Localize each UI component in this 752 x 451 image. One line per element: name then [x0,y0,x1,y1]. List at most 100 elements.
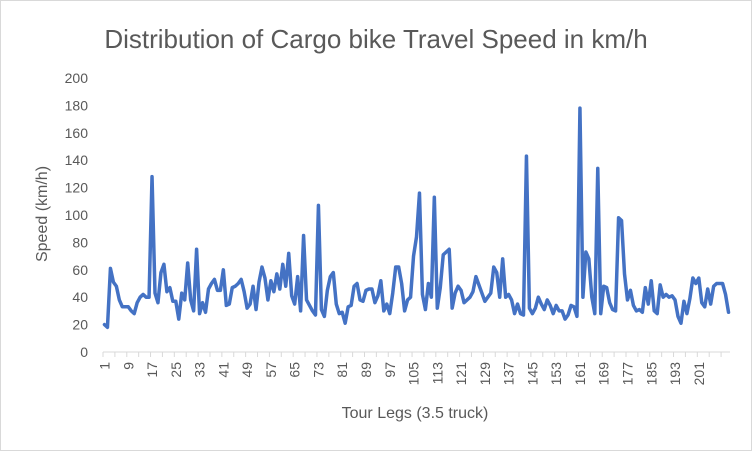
data-point [650,280,652,282]
data-point [522,314,524,316]
data-point [383,310,385,312]
data-point [243,291,245,293]
data-point [558,310,560,312]
data-point [442,254,444,256]
data-point [297,276,299,278]
x-tick-label: 177 [619,362,635,386]
data-point [448,248,450,250]
data-point [154,292,156,294]
data-point [193,310,195,312]
data-point [246,307,248,309]
data-point [267,299,269,301]
data-point [332,272,334,274]
data-point [695,283,697,285]
data-point [439,287,441,289]
data-point [612,309,614,311]
data-point [222,269,224,271]
data-point [285,285,287,287]
data-point [594,313,596,315]
data-point [427,283,429,285]
x-tick-label: 89 [358,362,374,378]
data-point [454,292,456,294]
data-point [567,314,569,316]
data-point [356,283,358,285]
data-point [389,313,391,315]
data-point [380,280,382,282]
data-point [517,303,519,305]
data-point [326,289,328,291]
data-point [445,251,447,253]
x-tick-label: 1 [96,362,112,370]
data-point [219,289,221,291]
data-point [160,272,162,274]
data-point [683,300,685,302]
data-point [677,315,679,317]
y-tick-label: 180 [65,97,89,113]
data-point [552,313,554,315]
data-point [531,313,533,315]
x-tick-label: 17 [144,362,160,378]
data-point [148,296,150,298]
data-point [106,326,108,328]
y-tick-label: 100 [65,207,89,223]
data-point [240,278,242,280]
data-point [374,302,376,304]
data-point [377,295,379,297]
data-point [279,288,281,290]
data-point [294,303,296,305]
x-tick-label: 161 [572,362,588,386]
y-tick-label: 160 [65,125,89,141]
data-point [457,285,459,287]
data-point [475,276,477,278]
data-point [629,289,631,291]
data-point [460,289,462,291]
data-point [196,248,198,250]
data-point [234,285,236,287]
data-point [540,303,542,305]
data-point [181,292,183,294]
chart-title: Distribution of Cargo bike Travel Speed … [104,24,647,54]
data-point [166,291,168,293]
data-point [136,302,138,304]
x-tick-label: 169 [596,362,612,386]
data-point [621,219,623,221]
data-point [202,302,204,304]
data-point [582,296,584,298]
data-point [713,285,715,287]
data-point [344,322,346,324]
data-point [368,288,370,290]
data-point [303,235,305,237]
data-point [309,304,311,306]
data-point [484,300,486,302]
data-point [433,196,435,198]
data-point [207,288,209,290]
data-point [329,276,331,278]
data-point [252,285,254,287]
y-tick-label: 120 [65,180,89,196]
data-point [430,296,432,298]
data-point [618,217,620,219]
x-tick-label: 81 [334,362,350,378]
data-point [653,310,655,312]
data-point [130,310,132,312]
data-point [668,296,670,298]
data-point [145,296,147,298]
data-point [472,291,474,293]
data-point [225,304,227,306]
data-point [635,310,637,312]
data-point [674,299,676,301]
data-point [306,299,308,301]
data-point [273,291,275,293]
data-point [606,287,608,289]
x-tick-label: 49 [239,362,255,378]
x-tick-label: 65 [287,362,303,378]
data-point [508,293,510,295]
data-point [591,296,593,298]
data-point [686,313,688,315]
y-axis-ticks: 0 20 40 60 80 100 120 140 160 180 200 [65,70,89,360]
data-point [350,304,352,306]
data-point [659,284,661,286]
data-point [365,289,367,291]
x-tick-label: 153 [548,362,564,386]
